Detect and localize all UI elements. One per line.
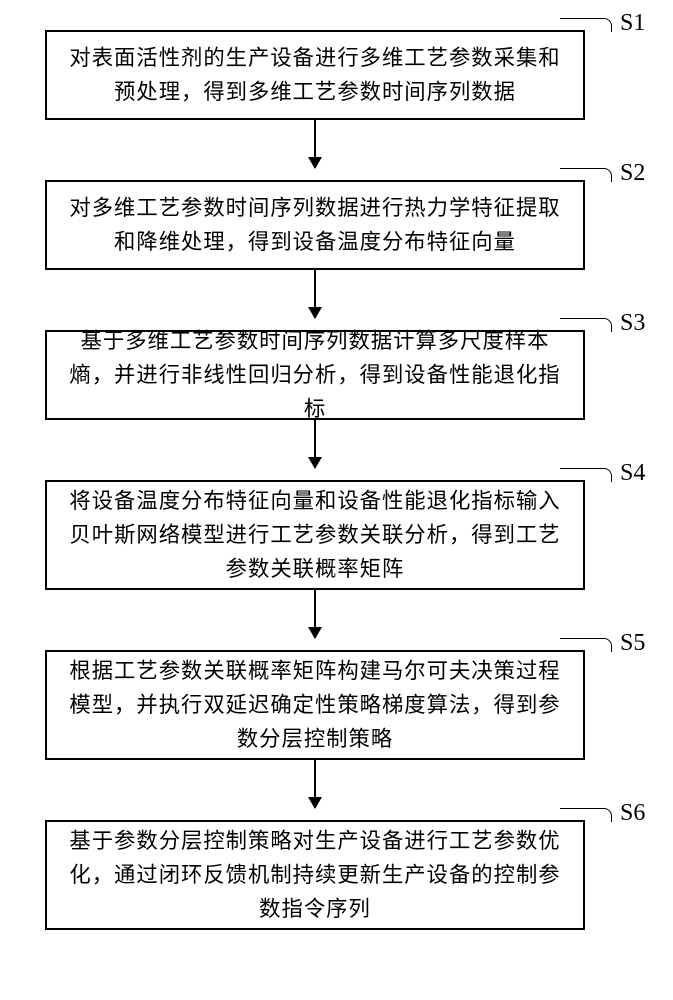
step-label-s5: S5 <box>620 630 645 657</box>
step-box-s5: 根据工艺参数关联概率矩阵构建马尔可夫决策过程模型，并执行双延迟确定性策略梯度算法… <box>45 650 585 760</box>
step-text-s4: 将设备温度分布特征向量和设备性能退化指标输入贝叶斯网络模型进行工艺参数关联分析，… <box>63 484 567 586</box>
step-text-s2: 对多维工艺参数时间序列数据进行热力学特征提取和降维处理，得到设备温度分布特征向量 <box>63 191 567 259</box>
step-box-s4: 将设备温度分布特征向量和设备性能退化指标输入贝叶斯网络模型进行工艺参数关联分析，… <box>45 480 585 590</box>
step-box-s6: 基于参数分层控制策略对生产设备进行工艺参数优化，通过闭环反馈机制持续更新生产设备… <box>45 820 585 930</box>
arrow-1 <box>314 120 316 168</box>
step-box-s1: 对表面活性剂的生产设备进行多维工艺参数采集和预处理，得到多维工艺参数时间序列数据 <box>45 30 585 120</box>
arrow-2 <box>314 270 316 318</box>
step-label-s4: S4 <box>620 460 645 487</box>
step-label-s6: S6 <box>620 800 645 827</box>
step-box-s3: 基于多维工艺参数时间序列数据计算多尺度样本熵，并进行非线性回归分析，得到设备性能… <box>45 330 585 420</box>
step-text-s1: 对表面活性剂的生产设备进行多维工艺参数采集和预处理，得到多维工艺参数时间序列数据 <box>63 41 567 109</box>
step-text-s6: 基于参数分层控制策略对生产设备进行工艺参数优化，通过闭环反馈机制持续更新生产设备… <box>63 824 567 926</box>
step-box-s2: 对多维工艺参数时间序列数据进行热力学特征提取和降维处理，得到设备温度分布特征向量 <box>45 180 585 270</box>
step-label-s3: S3 <box>620 310 645 337</box>
step-label-s1: S1 <box>620 10 645 37</box>
flowchart-container: S1 对表面活性剂的生产设备进行多维工艺参数采集和预处理，得到多维工艺参数时间序… <box>0 0 673 1000</box>
arrow-4 <box>314 590 316 638</box>
step-text-s3: 基于多维工艺参数时间序列数据计算多尺度样本熵，并进行非线性回归分析，得到设备性能… <box>63 324 567 426</box>
step-label-s2: S2 <box>620 160 645 187</box>
arrow-3 <box>314 420 316 468</box>
step-text-s5: 根据工艺参数关联概率矩阵构建马尔可夫决策过程模型，并执行双延迟确定性策略梯度算法… <box>63 654 567 756</box>
arrow-5 <box>314 760 316 808</box>
